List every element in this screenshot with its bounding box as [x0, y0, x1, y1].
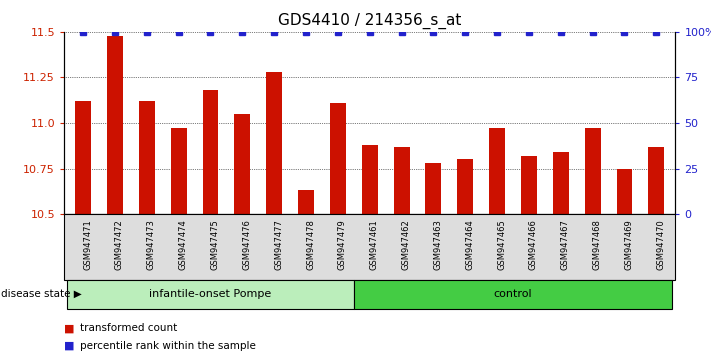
Text: GSM947463: GSM947463	[434, 219, 442, 270]
Bar	[330, 103, 346, 214]
Bar	[139, 101, 155, 214]
Text: GSM947470: GSM947470	[656, 219, 665, 270]
Text: GSM947464: GSM947464	[465, 219, 474, 270]
Text: GSM947479: GSM947479	[338, 219, 347, 270]
Bar	[362, 145, 378, 214]
Text: GSM947472: GSM947472	[115, 219, 124, 270]
Bar	[553, 152, 569, 214]
Bar	[235, 114, 250, 214]
Text: GSM947478: GSM947478	[306, 219, 315, 270]
Bar	[584, 129, 601, 214]
Title: GDS4410 / 214356_s_at: GDS4410 / 214356_s_at	[278, 13, 461, 29]
Bar	[107, 35, 123, 214]
Bar	[171, 129, 186, 214]
Bar	[521, 156, 537, 214]
Bar	[425, 163, 442, 214]
Bar	[648, 147, 664, 214]
Text: GSM947474: GSM947474	[178, 219, 188, 270]
Bar	[489, 129, 505, 214]
Text: control: control	[493, 289, 533, 299]
Text: disease state ▶: disease state ▶	[1, 289, 82, 299]
Text: GSM947477: GSM947477	[274, 219, 283, 270]
Text: ■: ■	[64, 341, 75, 351]
Text: GSM947473: GSM947473	[146, 219, 156, 270]
Text: GSM947468: GSM947468	[593, 219, 602, 270]
Bar	[266, 72, 282, 214]
Bar	[616, 169, 633, 214]
Text: GSM947465: GSM947465	[497, 219, 506, 270]
Text: GSM947462: GSM947462	[402, 219, 410, 270]
Text: percentile rank within the sample: percentile rank within the sample	[80, 341, 255, 351]
Text: GSM947461: GSM947461	[370, 219, 379, 270]
Text: GSM947476: GSM947476	[242, 219, 251, 270]
Text: GSM947466: GSM947466	[529, 219, 538, 270]
Text: GSM947467: GSM947467	[561, 219, 570, 270]
Text: transformed count: transformed count	[80, 323, 177, 333]
Bar	[203, 90, 218, 214]
Bar	[298, 190, 314, 214]
Text: infantile-onset Pompe: infantile-onset Pompe	[149, 289, 272, 299]
Bar	[394, 147, 410, 214]
Text: GSM947475: GSM947475	[210, 219, 220, 270]
Text: ■: ■	[64, 323, 75, 333]
Bar	[75, 101, 91, 214]
Bar	[457, 159, 474, 214]
Text: GSM947469: GSM947469	[624, 219, 634, 270]
Text: GSM947471: GSM947471	[83, 219, 92, 270]
